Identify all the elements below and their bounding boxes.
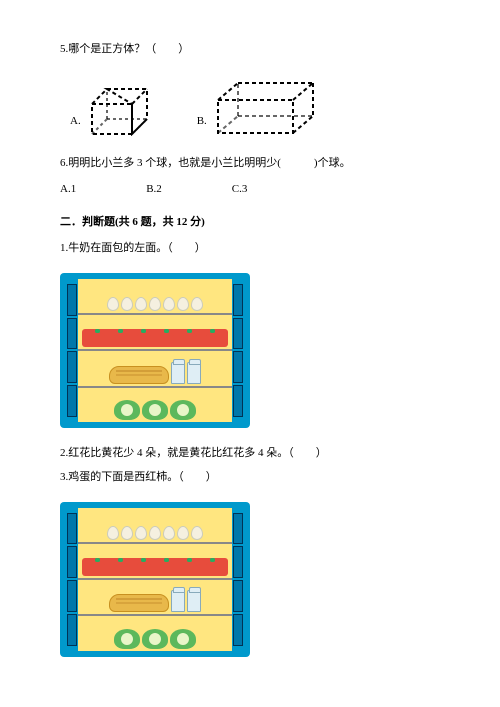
fridge-image-2 [60, 502, 440, 657]
fridge-frame [60, 502, 250, 657]
q6-opt-c: C.3 [232, 180, 248, 200]
cube-a-icon [87, 84, 157, 136]
q6-opt-a: A.1 [60, 180, 76, 200]
s2-q2-text: 2.红花比黄花少 4 朵，就是黄花比红花多 4 朵。（ ） [60, 444, 440, 464]
section-2-title: 二．判断题(共 6 题，共 12 分) [60, 213, 440, 233]
q5-text: 5.哪个是正方体？（ ） [60, 40, 440, 60]
milk-icon [187, 362, 201, 384]
q5-shape-row: A. B. [70, 78, 440, 136]
bread-icon [109, 366, 169, 384]
fridge-frame [60, 273, 250, 428]
s2-q3-text: 3.鸡蛋的下面是西红柿。（ ） [60, 468, 440, 488]
q5-option-b: B. [197, 78, 323, 136]
s2-q1-text: 1.牛奶在面包的左面。（ ） [60, 239, 440, 259]
fridge-right-rail [232, 279, 244, 422]
fridge-shelves [78, 508, 232, 651]
milk-icon [187, 590, 201, 612]
fridge-shelves [78, 279, 232, 422]
q6-text: 6.明明比小兰多 3 个球，也就是小兰比明明少( )个球。 [60, 154, 440, 174]
q6-opt-b: B.2 [146, 180, 162, 200]
milk-icon [171, 362, 185, 384]
fridge-image-1 [60, 273, 440, 428]
cuboid-b-icon [213, 78, 323, 136]
q5-a-label: A. [70, 112, 81, 132]
shelf-bread-milk [78, 351, 232, 387]
fridge-left-rail [66, 279, 78, 422]
q6-options: A.1 B.2 C.3 [60, 180, 440, 200]
fridge-left-rail [66, 508, 78, 651]
shelf-cabbage [78, 388, 232, 422]
question-5: 5.哪个是正方体？（ ） A. B. [60, 40, 440, 136]
shelf-bread-milk [78, 580, 232, 616]
shelf-eggs [78, 279, 232, 315]
bread-icon [109, 594, 169, 612]
q5-b-label: B. [197, 112, 207, 132]
fridge-inner [66, 279, 244, 422]
question-6: 6.明明比小兰多 3 个球，也就是小兰比明明少( )个球。 A.1 B.2 C.… [60, 154, 440, 200]
milk-icon [171, 590, 185, 612]
fridge-inner [66, 508, 244, 651]
shelf-eggs [78, 508, 232, 544]
fridge-right-rail [232, 508, 244, 651]
shelf-cabbage [78, 616, 232, 650]
shelf-tomatoes [78, 544, 232, 580]
q5-option-a: A. [70, 84, 157, 136]
shelf-tomatoes [78, 315, 232, 351]
